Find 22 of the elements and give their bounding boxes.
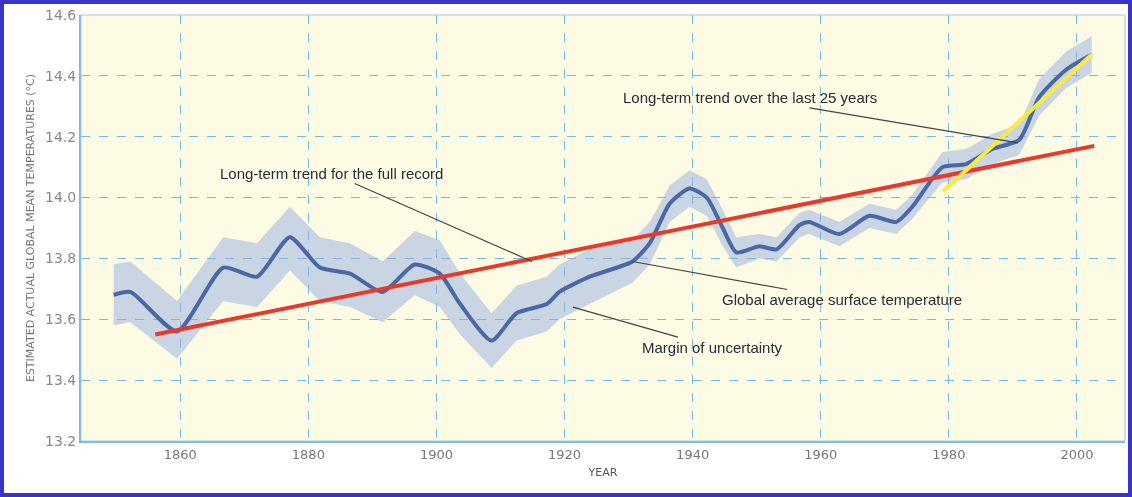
y-tick-label: 13.4 (45, 372, 77, 389)
y-tick-label: 14.4 (45, 67, 77, 84)
x-tick-label: 1880 (291, 446, 325, 462)
y-tick-label: 14.6 (45, 6, 77, 23)
x-tick-label: 1940 (676, 446, 710, 462)
x-tick-label: 1900 (419, 446, 454, 462)
y-tick-label: 14.2 (45, 128, 77, 145)
y-tick-label: 14.0 (45, 189, 77, 206)
y-tick-label: 13.6 (45, 311, 77, 328)
annotation: Margin of uncertainty (642, 339, 783, 356)
x-tick-label: 2000 (1060, 446, 1094, 462)
x-tick-label: 1960 (804, 446, 838, 462)
x-tick-label: 1920 (548, 446, 582, 462)
annotation: Long-term trend over the last 25 years (623, 89, 878, 106)
y-axis-title: ESTIMATED ACTUAL GLOBAL MEAN TEMPERATURES (°C) (24, 73, 38, 383)
annotation: Long-term trend for the full record (220, 165, 444, 182)
x-tick-label: 1980 (932, 446, 966, 462)
x-tick-label: 1860 (163, 446, 197, 462)
x-axis-title: YEAR (587, 466, 618, 480)
y-tick-label: 13.8 (45, 250, 77, 267)
y-tick-label: 13.2 (45, 432, 77, 449)
annotation: Global average surface temperature (722, 291, 963, 308)
